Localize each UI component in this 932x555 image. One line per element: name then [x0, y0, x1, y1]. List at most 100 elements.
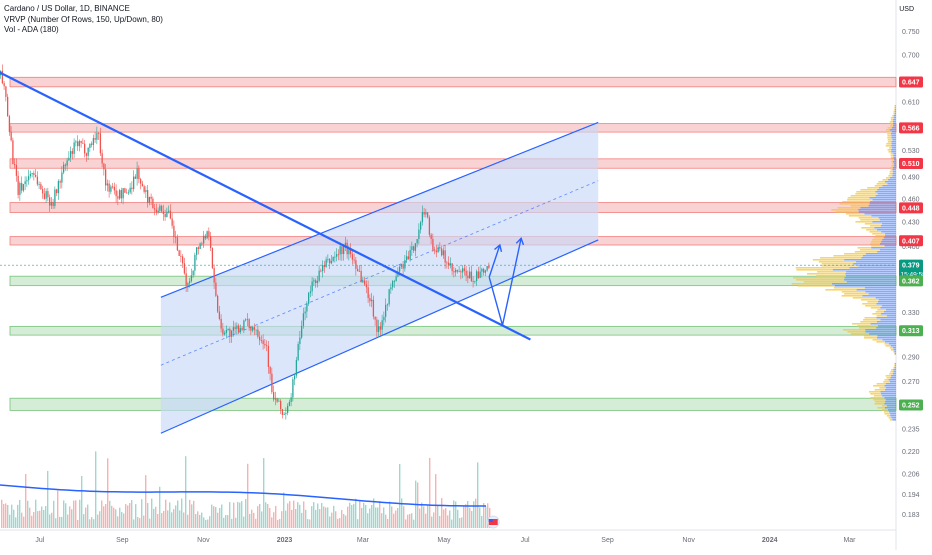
- candle[interactable]: [351, 254, 354, 260]
- candle[interactable]: [122, 188, 124, 199]
- candle[interactable]: [36, 176, 39, 185]
- candle[interactable]: [148, 196, 151, 204]
- candle[interactable]: [45, 191, 47, 199]
- candle[interactable]: [133, 176, 135, 190]
- candle[interactable]: [155, 209, 158, 213]
- candle[interactable]: [21, 182, 23, 191]
- candle[interactable]: [392, 281, 394, 288]
- candle[interactable]: [376, 319, 378, 332]
- candle[interactable]: [350, 247, 352, 255]
- candle[interactable]: [127, 192, 130, 194]
- candle[interactable]: [120, 190, 123, 199]
- candle[interactable]: [171, 218, 173, 226]
- candle[interactable]: [152, 198, 154, 209]
- candle[interactable]: [126, 192, 128, 194]
- candle[interactable]: [453, 271, 455, 273]
- candle[interactable]: [446, 262, 448, 264]
- candle[interactable]: [28, 176, 30, 181]
- candle[interactable]: [304, 311, 306, 314]
- candle[interactable]: [117, 196, 119, 199]
- candle[interactable]: [442, 250, 445, 256]
- candle[interactable]: [77, 141, 79, 147]
- candle[interactable]: [57, 181, 60, 194]
- candle[interactable]: [287, 405, 289, 414]
- candle[interactable]: [54, 189, 56, 206]
- candle[interactable]: [194, 254, 196, 271]
- candle[interactable]: [430, 234, 432, 239]
- candle[interactable]: [434, 249, 436, 251]
- candle[interactable]: [201, 243, 203, 245]
- candle[interactable]: [197, 247, 200, 249]
- candle[interactable]: [129, 187, 131, 193]
- candle[interactable]: [190, 275, 193, 282]
- candle[interactable]: [388, 289, 390, 305]
- candle[interactable]: [56, 189, 58, 194]
- candle[interactable]: [75, 141, 77, 143]
- candle[interactable]: [327, 258, 329, 260]
- candle[interactable]: [183, 263, 186, 274]
- projection-arrow-0[interactable]: [488, 244, 501, 278]
- channel-lower-line[interactable]: [160, 239, 599, 434]
- candle[interactable]: [483, 268, 485, 273]
- candle[interactable]: [371, 299, 373, 302]
- candle[interactable]: [308, 293, 310, 304]
- candle[interactable]: [185, 273, 187, 286]
- candle[interactable]: [108, 183, 110, 192]
- candle[interactable]: [449, 263, 452, 266]
- candle[interactable]: [325, 259, 327, 267]
- candle[interactable]: [203, 235, 205, 244]
- candle[interactable]: [283, 413, 285, 415]
- candle[interactable]: [322, 265, 324, 272]
- candle[interactable]: [85, 153, 88, 156]
- candle[interactable]: [210, 236, 212, 249]
- candle[interactable]: [182, 256, 184, 264]
- candle[interactable]: [136, 168, 138, 179]
- candle[interactable]: [255, 329, 257, 331]
- candle[interactable]: [134, 176, 137, 179]
- candle[interactable]: [441, 248, 443, 256]
- candle[interactable]: [218, 311, 221, 319]
- candle[interactable]: [393, 280, 396, 282]
- candle[interactable]: [358, 270, 361, 272]
- candle[interactable]: [33, 173, 35, 176]
- candle[interactable]: [448, 262, 450, 266]
- candle[interactable]: [427, 212, 429, 218]
- candle[interactable]: [294, 375, 296, 380]
- descending-trendline[interactable]: [0, 71, 531, 341]
- candle[interactable]: [141, 183, 144, 187]
- candle[interactable]: [222, 328, 224, 335]
- candle[interactable]: [355, 260, 357, 269]
- candle[interactable]: [124, 188, 126, 193]
- candle[interactable]: [50, 201, 53, 206]
- candle[interactable]: [288, 401, 291, 406]
- candle[interactable]: [451, 263, 453, 272]
- candle[interactable]: [407, 256, 410, 260]
- candle[interactable]: [353, 259, 355, 261]
- candle[interactable]: [238, 325, 240, 333]
- candle[interactable]: [150, 196, 152, 199]
- candle[interactable]: [467, 275, 469, 279]
- candle[interactable]: [178, 250, 180, 256]
- candle[interactable]: [339, 246, 341, 255]
- candle[interactable]: [257, 329, 259, 337]
- candle[interactable]: [94, 138, 96, 140]
- candle[interactable]: [269, 367, 271, 374]
- candle[interactable]: [105, 169, 107, 186]
- candle[interactable]: [91, 143, 93, 145]
- candle[interactable]: [390, 287, 392, 290]
- channel-upper-line[interactable]: [160, 121, 599, 298]
- candle[interactable]: [99, 133, 102, 154]
- candle[interactable]: [264, 343, 266, 346]
- candle[interactable]: [15, 164, 18, 176]
- candle[interactable]: [463, 268, 466, 271]
- candle[interactable]: [253, 327, 256, 330]
- resistance-zone-0[interactable]: [9, 76, 897, 88]
- candle[interactable]: [246, 319, 249, 321]
- candle[interactable]: [280, 400, 282, 410]
- candle[interactable]: [166, 211, 168, 217]
- candle[interactable]: [416, 239, 418, 244]
- candle[interactable]: [175, 236, 177, 238]
- candle[interactable]: [3, 83, 5, 87]
- candle[interactable]: [248, 319, 250, 328]
